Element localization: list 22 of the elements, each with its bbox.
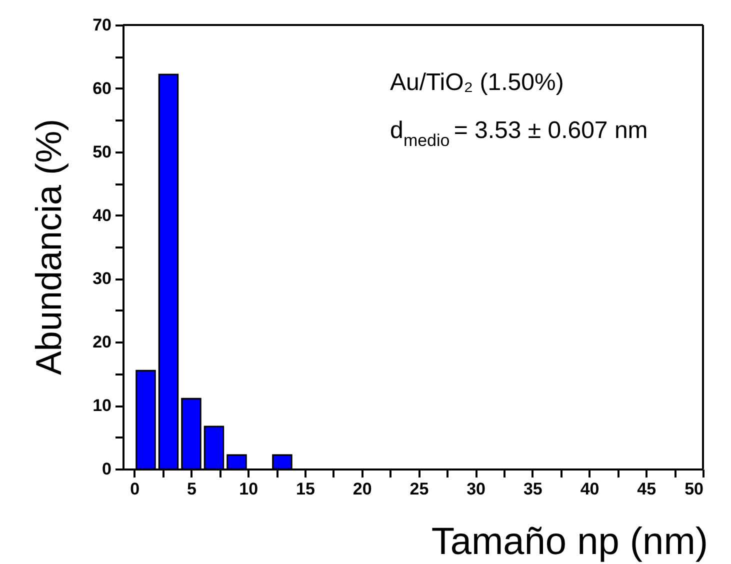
- x-tick-label: 0: [130, 480, 140, 498]
- y-tick-label: 60: [92, 78, 112, 98]
- x-tick-label: 45: [637, 480, 656, 498]
- y-axis-title: Abundancia (%): [28, 118, 69, 376]
- x-tick-label: 50: [684, 480, 704, 498]
- x-tick-label: 40: [580, 480, 600, 498]
- y-tick-label: 10: [92, 396, 112, 416]
- x-axis-title: Tamaño np (nm): [431, 521, 708, 563]
- y-tick-label: 50: [92, 142, 112, 162]
- y-tick-label: 0: [102, 460, 112, 478]
- annotation: Au/TiO₂ (1.50%): [390, 69, 564, 96]
- x-tick-label: 30: [466, 480, 486, 498]
- y-tick-label: 30: [92, 269, 112, 288]
- x-tick-label: 25: [410, 480, 429, 498]
- x-tick-label: 15: [296, 480, 315, 498]
- x-tick-label: 10: [239, 480, 258, 498]
- y-tick-label: 40: [92, 206, 112, 225]
- y-tick-label: 70: [92, 16, 112, 34]
- x-tick-label: 5: [187, 480, 196, 498]
- x-tick-label: 35: [523, 480, 542, 498]
- y-tick-label: 20: [92, 332, 112, 352]
- x-tick-label: 20: [352, 480, 372, 498]
